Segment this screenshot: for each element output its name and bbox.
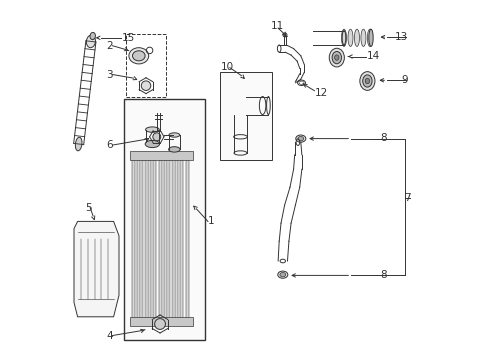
Ellipse shape	[361, 29, 366, 46]
Text: 8: 8	[380, 133, 387, 143]
Circle shape	[153, 133, 161, 141]
Circle shape	[141, 81, 151, 90]
Text: 15: 15	[122, 33, 135, 43]
Bar	[175, 160, 178, 319]
Text: 12: 12	[315, 88, 328, 98]
Ellipse shape	[146, 127, 159, 132]
Bar	[130, 317, 193, 326]
Bar	[148, 160, 151, 319]
Ellipse shape	[129, 48, 148, 64]
Text: 1: 1	[208, 216, 215, 226]
Bar	[126, 34, 166, 97]
Bar	[186, 160, 189, 319]
Circle shape	[155, 319, 166, 329]
Text: 13: 13	[394, 32, 408, 42]
Text: 5: 5	[85, 203, 92, 213]
Bar	[130, 151, 193, 160]
Ellipse shape	[145, 140, 160, 148]
Text: 9: 9	[401, 75, 408, 85]
Ellipse shape	[296, 135, 306, 142]
Ellipse shape	[342, 29, 346, 46]
Bar	[153, 160, 156, 319]
Ellipse shape	[335, 55, 339, 60]
Text: 2: 2	[106, 41, 113, 51]
Ellipse shape	[298, 136, 304, 141]
Bar	[180, 160, 183, 319]
Bar	[170, 160, 172, 319]
Ellipse shape	[132, 51, 145, 61]
Ellipse shape	[90, 32, 96, 40]
Bar	[220, 72, 272, 160]
Polygon shape	[74, 221, 119, 317]
Ellipse shape	[368, 29, 372, 46]
Ellipse shape	[360, 72, 375, 90]
Ellipse shape	[169, 147, 180, 152]
Ellipse shape	[278, 271, 288, 278]
Ellipse shape	[348, 29, 353, 46]
Text: 3: 3	[106, 69, 113, 80]
Text: 14: 14	[367, 51, 380, 61]
Text: 10: 10	[221, 62, 234, 72]
Bar	[124, 99, 205, 340]
Text: 11: 11	[271, 21, 285, 31]
Ellipse shape	[329, 48, 344, 67]
Ellipse shape	[169, 133, 180, 137]
Ellipse shape	[280, 273, 286, 277]
Text: 6: 6	[106, 140, 113, 150]
Bar	[132, 160, 135, 319]
Bar	[143, 160, 146, 319]
Text: 8: 8	[380, 270, 387, 280]
Ellipse shape	[363, 75, 372, 87]
Ellipse shape	[332, 51, 342, 64]
Ellipse shape	[369, 29, 373, 46]
Ellipse shape	[365, 78, 369, 84]
Text: 4: 4	[106, 330, 113, 341]
Bar	[159, 160, 162, 319]
Bar	[137, 160, 140, 319]
Text: 7: 7	[404, 193, 411, 203]
Ellipse shape	[86, 35, 96, 48]
Bar	[164, 160, 167, 319]
Circle shape	[283, 33, 287, 37]
Ellipse shape	[75, 137, 82, 151]
Ellipse shape	[354, 29, 360, 46]
